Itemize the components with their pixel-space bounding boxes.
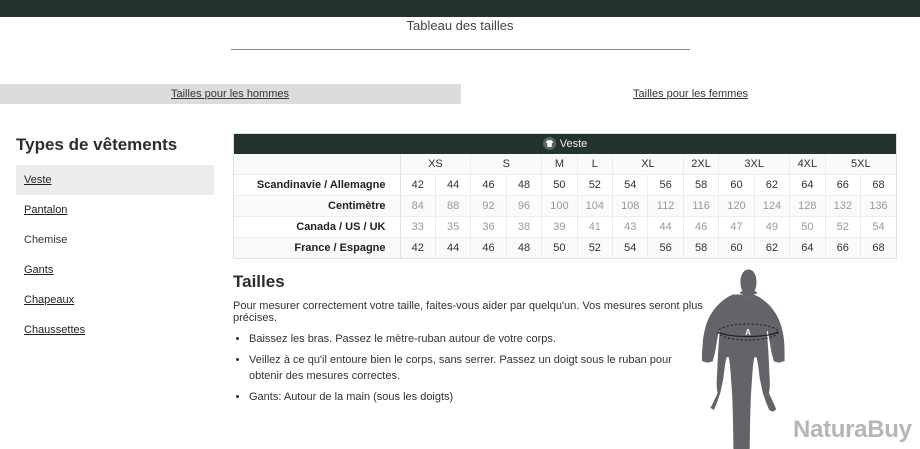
svg-text:A: A: [745, 328, 751, 337]
